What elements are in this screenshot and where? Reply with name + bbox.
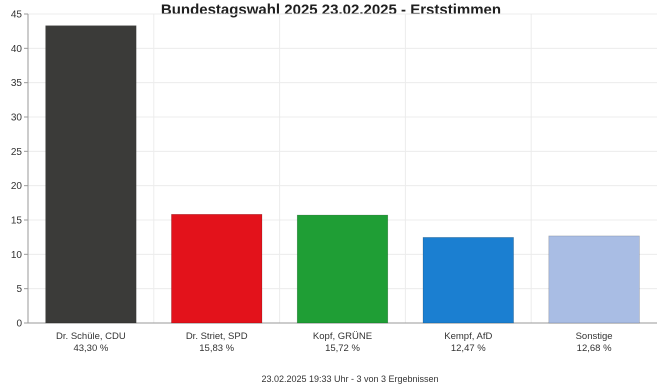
y-tick-label: 20 (11, 181, 23, 192)
y-tick-label: 10 (11, 250, 23, 261)
x-category-label: Dr. Schüle, CDU (56, 331, 126, 342)
x-category-label: Dr. Striet, SPD (186, 331, 248, 342)
x-category-label: Kopf, GRÜNE (313, 331, 372, 342)
x-percent-label: 15,72 % (325, 343, 360, 354)
x-percent-label: 43,30 % (73, 343, 108, 354)
y-tick-label: 40 (11, 44, 23, 55)
y-tick-label: 0 (16, 319, 22, 330)
y-tick-label: 35 (11, 78, 23, 89)
x-percent-label: 12,68 % (577, 343, 612, 354)
bar (45, 25, 137, 324)
y-tick-label: 5 (16, 284, 22, 295)
bar (548, 235, 640, 324)
y-tick-label: 30 (11, 113, 23, 124)
x-percent-label: 12,47 % (451, 343, 486, 354)
x-category-label: Sonstige (576, 331, 613, 342)
x-percent-label: 15,83 % (199, 343, 234, 354)
y-tick-label: 15 (11, 216, 23, 227)
bar (422, 237, 514, 324)
y-tick-label: 45 (11, 10, 23, 21)
footer-text: 23.02.2025 19:33 Uhr - 3 von 3 Ergebniss… (261, 374, 438, 384)
y-tick-label: 25 (11, 147, 23, 158)
bar (171, 214, 263, 324)
chart-title: Bundestagswahl 2025 23.02.2025 - Erststi… (161, 1, 501, 18)
bars (45, 25, 640, 324)
bar (296, 214, 389, 324)
x-category-label: Kempf, AfD (444, 331, 492, 342)
